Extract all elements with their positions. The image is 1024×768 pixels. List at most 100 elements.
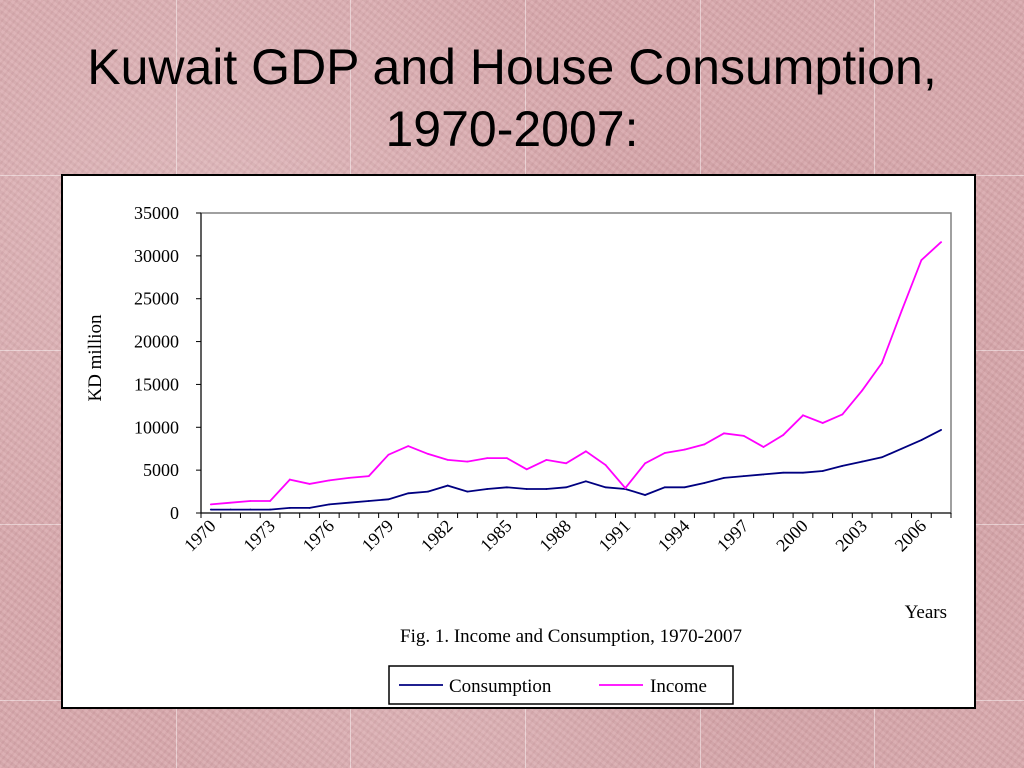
data-point — [782, 434, 785, 436]
x-tick-label: 1976 — [299, 516, 339, 556]
chart-axes: 0 5000 10000 15000 20000 25000 30000 35000 1970 1… — [134, 203, 952, 556]
x-axis-label: Years — [905, 602, 947, 623]
data-point — [269, 500, 271, 502]
data-point — [742, 475, 745, 478]
data-point — [762, 473, 765, 476]
data-point — [861, 389, 864, 392]
data-point — [466, 490, 469, 493]
data-point — [545, 488, 548, 490]
y-tick-label: 5000 — [143, 460, 179, 480]
data-point — [269, 508, 271, 511]
x-tick-label: 2006 — [891, 516, 931, 556]
y-axis-label: KD million — [85, 314, 106, 402]
data-point — [802, 414, 804, 417]
slide-title-line-2: 1970-2007: — [385, 101, 639, 157]
x-tick-label: 1991 — [595, 516, 635, 556]
data-point — [506, 486, 508, 489]
data-point — [920, 439, 923, 442]
y-tick-label: 20000 — [134, 332, 179, 352]
data-point — [565, 486, 568, 489]
data-point — [545, 458, 548, 461]
x-tick-label: 1997 — [713, 516, 753, 556]
slide-title: Kuwait GDP and House Consumption, 1970-2… — [0, 36, 1024, 160]
data-point — [506, 457, 508, 460]
data-point — [348, 501, 350, 504]
data-point — [841, 413, 844, 416]
legend-box — [388, 665, 734, 705]
x-tick-label: 1973 — [239, 516, 279, 556]
legend-label: Consumption — [449, 676, 552, 697]
y-tick-label: 15000 — [134, 374, 179, 394]
data-point — [229, 508, 232, 511]
data-point — [624, 487, 627, 490]
slide-title-line-1: Kuwait GDP and House Consumption, — [87, 39, 937, 95]
data-point — [861, 460, 864, 463]
data-point — [288, 478, 291, 481]
data-point — [407, 492, 410, 495]
data-point — [900, 447, 903, 450]
x-tick-label: 2000 — [772, 516, 812, 556]
x-tick-label: 1988 — [535, 516, 575, 556]
x-tick-label: 1970 — [180, 516, 220, 556]
data-point — [723, 432, 725, 435]
data-point — [446, 458, 449, 461]
legend-label: Income — [650, 676, 707, 697]
data-point — [920, 259, 923, 262]
data-point — [387, 498, 390, 501]
data-point — [683, 448, 686, 451]
data-point — [328, 503, 331, 506]
data-point — [525, 468, 528, 471]
data-point — [229, 501, 232, 504]
data-point — [466, 460, 469, 463]
data-point — [802, 471, 804, 474]
data-point — [486, 488, 489, 490]
y-tick-label: 30000 — [134, 246, 179, 266]
data-point — [663, 452, 666, 454]
data-point — [940, 428, 943, 431]
data-point — [427, 490, 429, 493]
y-tick-label: 35000 — [134, 203, 179, 223]
x-tick-label: 2003 — [831, 516, 871, 556]
data-point — [762, 446, 765, 448]
x-tick-label: 1979 — [358, 516, 398, 556]
data-point — [644, 494, 646, 496]
line-chart: 0 5000 10000 15000 20000 25000 30000 35000 1970 1… — [85, 203, 952, 705]
data-point — [703, 443, 706, 446]
chart-legend: Consumption Income — [388, 665, 734, 705]
data-point — [249, 508, 252, 511]
data-point — [486, 457, 489, 460]
data-point — [742, 434, 745, 437]
x-tick-label: 1994 — [654, 516, 694, 556]
data-point — [644, 462, 646, 465]
data-point — [683, 486, 686, 489]
data-point — [881, 456, 883, 459]
data-point — [782, 471, 785, 474]
x-tick-label: 1985 — [476, 516, 516, 556]
chart-frame: 0 5000 10000 15000 20000 25000 30000 35000 1970 1… — [61, 174, 976, 709]
data-point — [584, 480, 587, 483]
y-tick-label: 0 — [170, 503, 179, 523]
chart-caption: Fig. 1. Income and Consumption, 1970-200… — [400, 626, 742, 647]
data-point — [209, 503, 212, 506]
data-point — [723, 476, 725, 479]
data-point — [387, 453, 390, 456]
data-point — [328, 479, 331, 482]
data-point — [821, 422, 824, 424]
data-point — [525, 488, 528, 490]
data-point — [703, 482, 706, 484]
data-point — [367, 475, 370, 478]
series-line-consumption — [210, 429, 942, 511]
data-point — [663, 486, 666, 489]
data-point — [604, 486, 607, 489]
x-tick-label: 1982 — [417, 516, 457, 556]
data-point — [308, 506, 311, 509]
data-point — [584, 450, 587, 453]
data-point — [841, 464, 844, 467]
data-point — [348, 476, 350, 479]
y-tick-label: 25000 — [134, 289, 179, 309]
data-point — [308, 482, 311, 485]
data-point — [821, 470, 824, 472]
data-point — [446, 484, 449, 487]
data-point — [565, 462, 568, 465]
plot-area-border — [200, 212, 952, 514]
